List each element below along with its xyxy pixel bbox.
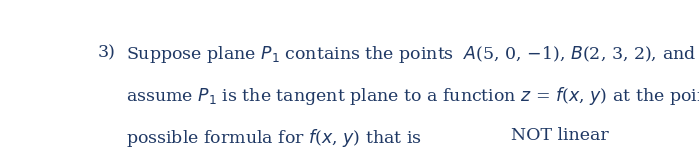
- Text: Suppose plane $P_1$ contains the points  $A$(5, 0, $-$1), $B$(2, 3, 2), and $C$(: Suppose plane $P_1$ contains the points …: [127, 44, 699, 65]
- Text: (there are many correct answers!).: (there are many correct answers!).: [696, 127, 699, 144]
- Text: assume $P_1$ is the tangent plane to a function $z$ = $f$($x$, $y$) at the point: assume $P_1$ is the tangent plane to a f…: [127, 85, 699, 107]
- Text: NOT linear: NOT linear: [510, 127, 608, 144]
- Text: possible formula for $f$($x$, $y$) that is: possible formula for $f$($x$, $y$) that …: [127, 127, 423, 149]
- Text: 3): 3): [97, 44, 115, 61]
